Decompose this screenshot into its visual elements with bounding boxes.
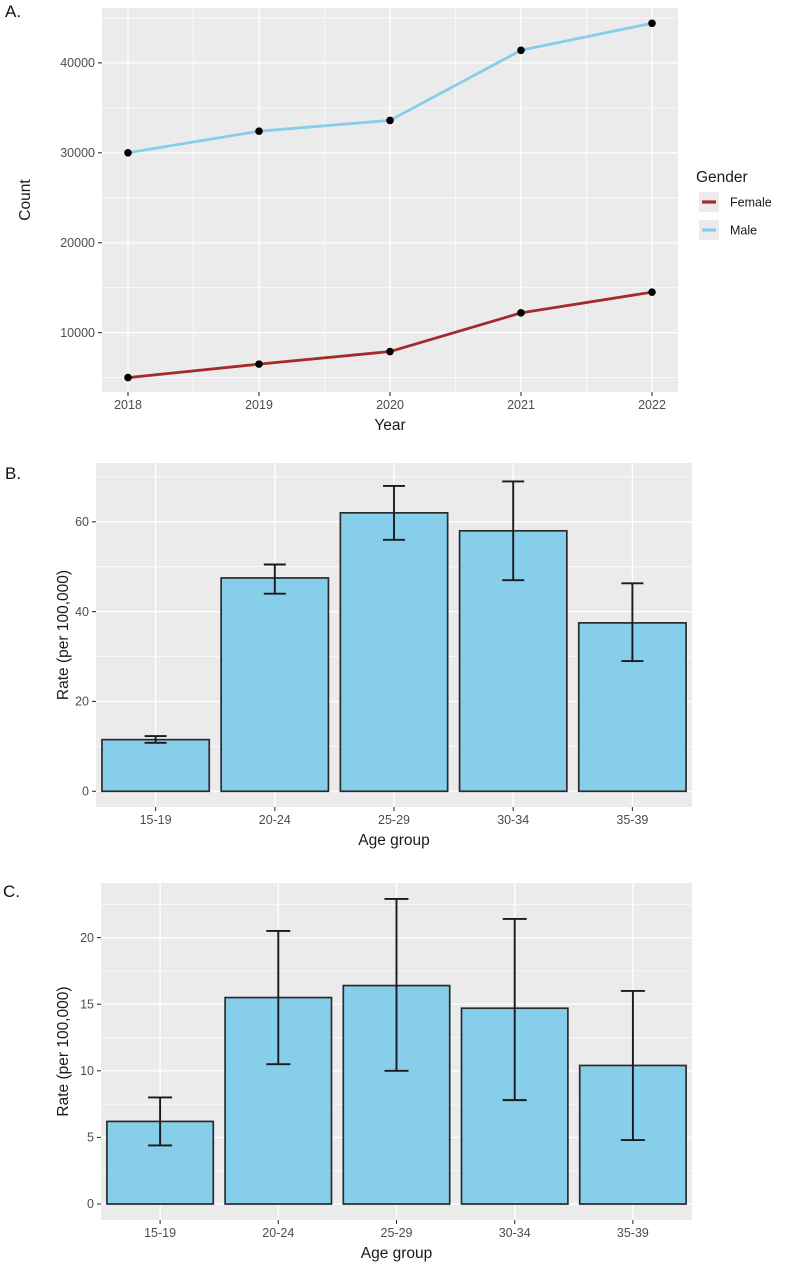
y-tick-label: 40 xyxy=(75,605,89,619)
y-axis-title: Rate (per 100,000) xyxy=(55,986,72,1116)
y-tick-label: 40000 xyxy=(60,56,95,70)
y-tick-label: 30000 xyxy=(60,146,95,160)
legend-label-female: Female xyxy=(730,196,772,210)
y-tick-label: 10000 xyxy=(60,326,95,340)
data-point-male-2021 xyxy=(517,46,525,55)
data-point-male-2020 xyxy=(386,116,394,125)
legend: Gender Female Male xyxy=(696,169,772,240)
bar-25-29 xyxy=(339,511,449,793)
y-tick-label: 20 xyxy=(80,931,94,945)
error-bar-35-39 xyxy=(620,989,645,1142)
data-point-male-2018 xyxy=(124,148,132,157)
error-bar-20-24 xyxy=(266,930,291,1066)
error-bar-15-19 xyxy=(148,1096,173,1147)
x-tick-label: 15-19 xyxy=(144,1226,176,1240)
bar-20-24 xyxy=(220,577,330,793)
data-point-male-2022 xyxy=(648,19,656,28)
x-tick-label: 20-24 xyxy=(262,1226,294,1240)
panel-label-c: C. xyxy=(3,882,20,901)
panel-label-a: A. xyxy=(5,2,22,21)
y-tick-label: 5 xyxy=(87,1131,94,1145)
error-bar-25-29 xyxy=(383,484,405,541)
x-tick-label: 35-39 xyxy=(616,813,648,827)
y-axis-title: Count xyxy=(17,179,34,221)
x-tick-label: 35-39 xyxy=(617,1226,649,1240)
error-bar-30-34 xyxy=(502,480,525,582)
x-tick-label: 30-34 xyxy=(497,813,529,827)
x-tick-label: 2021 xyxy=(507,398,535,412)
x-axis-title: Year xyxy=(374,417,405,434)
y-tick-label: 0 xyxy=(82,784,89,798)
data-point-female-2019 xyxy=(255,360,263,368)
error-bar-20-24 xyxy=(263,563,286,595)
x-tick-label: 2019 xyxy=(245,398,273,412)
x-tick-label: 25-29 xyxy=(381,1226,413,1240)
axis-ticks xyxy=(92,521,633,811)
axis-ticks xyxy=(97,937,634,1224)
error-bar-25-29 xyxy=(384,898,409,1072)
y-tick-label: 0 xyxy=(87,1197,94,1211)
x-axis-title: Age group xyxy=(361,1245,433,1262)
y-tick-label: 15 xyxy=(80,997,94,1011)
data-point-male-2019 xyxy=(255,127,263,136)
data-point-female-2018 xyxy=(124,373,132,382)
y-tick-label: 10 xyxy=(80,1064,94,1078)
x-tick-label: 25-29 xyxy=(378,813,410,827)
bar-15-19 xyxy=(101,738,211,793)
gridlines xyxy=(102,8,678,392)
y-axis-title: Rate (per 100,000) xyxy=(55,570,72,700)
x-tick-label: 2022 xyxy=(638,398,666,412)
error-bar-35-39 xyxy=(621,582,644,662)
error-bar-30-34 xyxy=(502,918,527,1102)
x-axis-title: Age group xyxy=(358,832,430,849)
legend-title: Gender xyxy=(696,169,748,186)
bar-chart-rate-by-age-group-c: 15-19 20-24 25-29 30-34 35-39 0 5 10 15 20 Age gro… xyxy=(55,883,692,1262)
data-point-female-2020 xyxy=(386,347,394,356)
y-tick-label: 20000 xyxy=(60,236,95,250)
legend-label-male: Male xyxy=(730,224,757,238)
panel-label-b: B. xyxy=(5,464,22,483)
y-tick-label: 60 xyxy=(75,515,89,529)
x-tick-label: 20-24 xyxy=(259,813,291,827)
line-chart-count-by-year-gender: 2018 2019 2020 2021 2022 10000 20000 30000 40000… xyxy=(17,8,772,434)
axis-ticks xyxy=(98,62,653,396)
data-point-female-2022 xyxy=(648,288,656,296)
x-tick-label: 15-19 xyxy=(140,813,172,827)
x-tick-label: 2020 xyxy=(376,398,404,412)
error-bar-15-19 xyxy=(144,735,167,744)
bar-chart-rate-by-age-group-b: 15-19 20-24 25-29 30-34 35-39 0 20 40 60 Age grou… xyxy=(55,463,692,849)
y-tick-label: 20 xyxy=(75,695,89,709)
x-tick-label: 2018 xyxy=(114,398,142,412)
x-tick-label: 30-34 xyxy=(499,1226,531,1240)
data-point-female-2021 xyxy=(517,309,525,317)
